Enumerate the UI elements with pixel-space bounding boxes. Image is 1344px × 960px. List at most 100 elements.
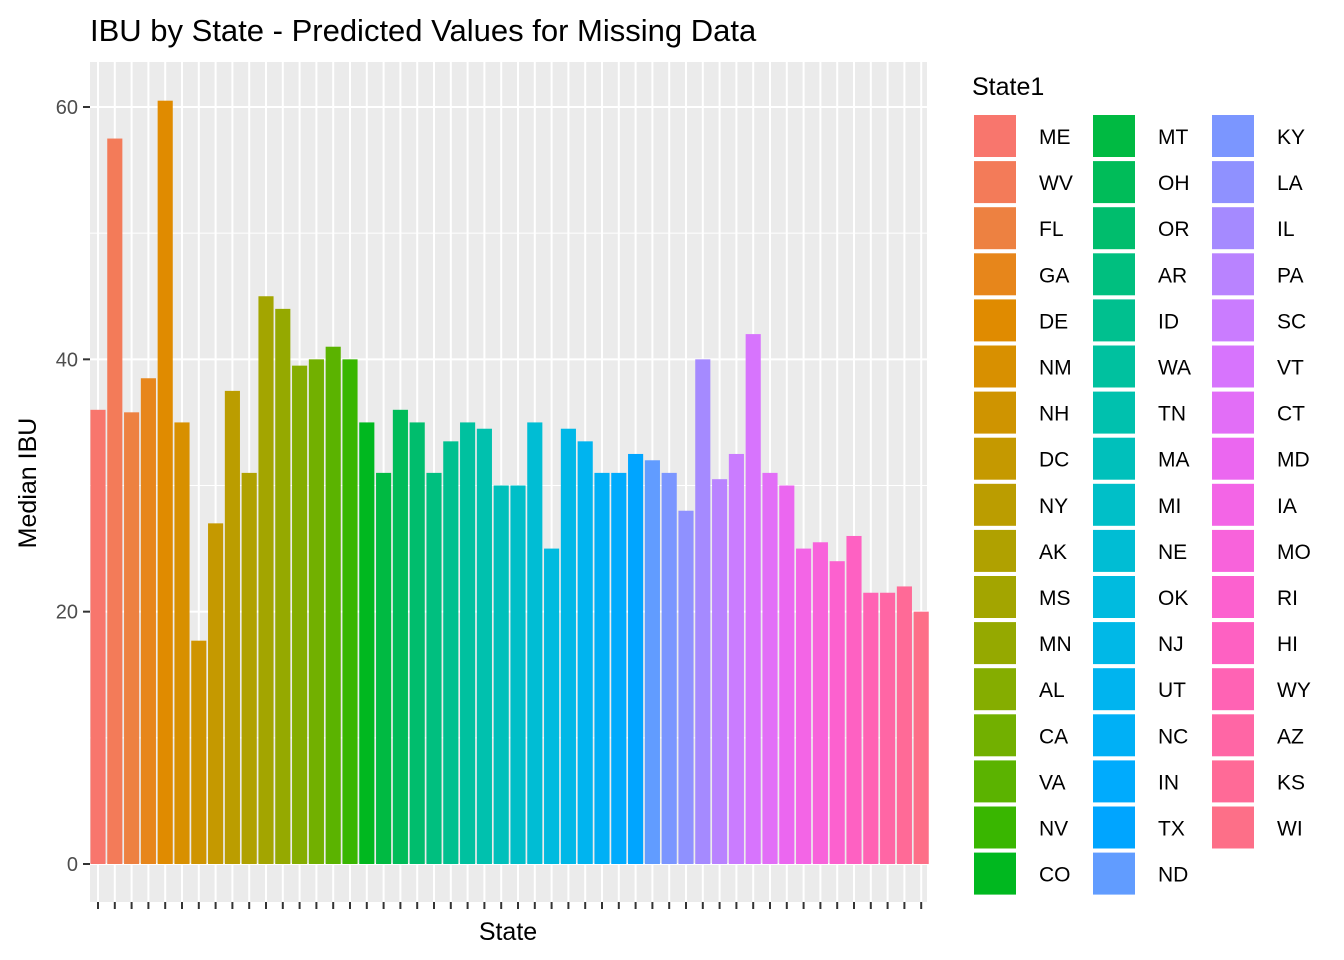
bar-ne (527, 422, 543, 864)
bar-ct (762, 472, 778, 864)
legend-label-hi: HI (1277, 633, 1298, 656)
legend-label-ct: CT (1277, 403, 1305, 426)
x-axis (97, 902, 923, 909)
legend-key-wa (1093, 345, 1135, 388)
legend-label-co: CO (1039, 864, 1071, 887)
bar-nh (191, 640, 207, 864)
legend-key-ms (974, 576, 1016, 618)
y-tick-label: 60 (56, 97, 78, 119)
legend-key-wi (1212, 806, 1254, 849)
bar-il (695, 359, 711, 864)
legend-key-ri (1212, 576, 1254, 618)
legend-key-mi (1093, 483, 1135, 526)
legend-label-ga: GA (1039, 264, 1069, 287)
legend-label-mi: MI (1158, 495, 1181, 518)
bar-oh (392, 409, 408, 864)
bar-pa (712, 479, 728, 864)
bar-ky (661, 472, 677, 864)
legend-label-id: ID (1158, 310, 1179, 333)
bar-wi (913, 611, 929, 864)
bar-ma (493, 485, 509, 864)
bar-ca (308, 359, 324, 864)
bar-fl (124, 412, 140, 864)
legend-key-mt (1093, 115, 1135, 157)
legend-key-me (974, 115, 1016, 157)
legend-key-wy (1212, 668, 1254, 711)
bar-wa (460, 422, 476, 864)
legend-label-nv: NV (1039, 818, 1068, 841)
bar-mi (510, 485, 526, 864)
legend-label-al: AL (1039, 679, 1065, 702)
legend-key-ar (1093, 253, 1135, 296)
bar-or (409, 422, 425, 864)
bars (90, 100, 929, 865)
bar-ga (140, 378, 156, 864)
bar-de (157, 100, 173, 865)
bar-dc (208, 523, 224, 864)
legend-key-ky (1212, 115, 1254, 157)
legend-label-pa: PA (1277, 264, 1303, 287)
legend-key-mo (1212, 529, 1254, 572)
y-axis: 0 20 40 60 (56, 97, 90, 876)
legend-key-ks (1212, 760, 1254, 803)
bar-mt (376, 472, 392, 864)
legend-label-de: DE (1039, 310, 1068, 333)
legend-key-nh (974, 391, 1016, 434)
bar-nj (560, 428, 576, 864)
legend-key-dc (974, 437, 1016, 480)
legend-label-sc: SC (1277, 310, 1306, 333)
legend-key-tx (1093, 806, 1135, 849)
legend-label-mt: MT (1158, 126, 1188, 149)
chart-title: IBU by State - Predicted Values for Miss… (90, 13, 757, 48)
legend-key-nj (1093, 622, 1135, 665)
legend-key-ne (1093, 529, 1135, 572)
legend-label-vt: VT (1277, 357, 1304, 380)
bar-id (443, 441, 459, 864)
y-axis-title: Median IBU (14, 418, 42, 549)
bar-ak (241, 472, 257, 864)
legend-key-wv (974, 161, 1016, 204)
bar-ia (796, 548, 812, 864)
legend-label-va: VA (1039, 771, 1065, 794)
legend-label-wa: WA (1158, 357, 1191, 380)
bar-wy (863, 592, 879, 864)
legend-key-va (974, 760, 1016, 803)
bar-tx (628, 453, 644, 864)
legend-label-or: OR (1158, 218, 1190, 241)
bar-az (880, 592, 896, 864)
legend-key-nm (974, 345, 1016, 388)
bar-me (90, 409, 106, 864)
legend-key-pa (1212, 253, 1254, 296)
legend-key-il (1212, 207, 1254, 250)
legend-label-wy: WY (1277, 679, 1311, 702)
legend-label-ca: CA (1039, 725, 1068, 748)
legend-key-tn (1093, 391, 1135, 434)
legend-key-hi (1212, 622, 1254, 665)
legend-label-ny: NY (1039, 495, 1068, 518)
bar-ok (544, 548, 560, 864)
legend-label-md: MD (1277, 449, 1310, 472)
legend-key-fl (974, 207, 1016, 250)
legend-key-ny (974, 483, 1016, 526)
legend-label-mn: MN (1039, 633, 1072, 656)
bar-co (359, 422, 375, 864)
legend-key-az (1212, 714, 1254, 757)
legend-key-al (974, 668, 1016, 711)
legend-key-de (974, 299, 1016, 342)
bar-ut (577, 441, 593, 864)
legend-title: State1 (972, 73, 1044, 101)
legend: ME WV FL GA DE NM NH DC NY AK MS MN AL CA VA NV CO MT OH OR… (974, 115, 1311, 895)
legend-key-ia (1212, 483, 1254, 526)
bar-in (611, 472, 627, 864)
legend-label-ok: OK (1158, 587, 1188, 610)
legend-key-ut (1093, 668, 1135, 711)
legend-key-oh (1093, 161, 1135, 204)
legend-label-tx: TX (1158, 818, 1185, 841)
legend-label-wi: WI (1277, 818, 1303, 841)
bar-nm (174, 422, 190, 864)
legend-label-dc: DC (1039, 449, 1069, 472)
legend-label-ms: MS (1039, 587, 1071, 610)
legend-label-in: IN (1158, 771, 1179, 794)
bar-md (779, 485, 795, 864)
